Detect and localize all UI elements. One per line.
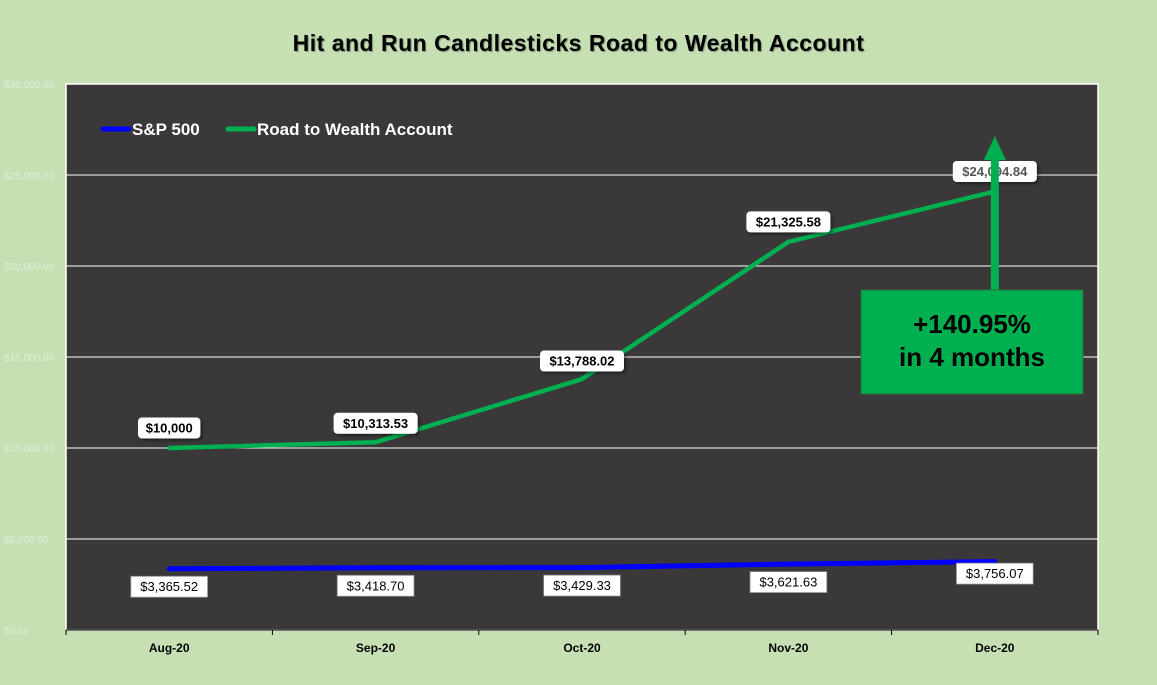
svg-text:$3,429.33: $3,429.33 [553,578,611,593]
y-tick-label: $30,000.00 [4,80,54,91]
svg-text:$13,788.02: $13,788.02 [549,354,614,369]
road-to-wealth-data-label: $10,000 [138,417,201,439]
legend-item-road-to-wealth: Road to Wealth Account [225,120,453,139]
x-tick-label: Aug-20 [149,641,190,655]
y-tick-label: $15,000.00 [4,353,54,364]
annotation-arrow [983,136,1006,293]
y-tick-label: $10,000.00 [4,444,54,455]
svg-text:$21,325.58: $21,325.58 [756,214,821,229]
sp500-data-label: $3,365.52 [130,575,209,598]
x-tick-label: Dec-20 [975,641,1015,655]
svg-text:$3,365.52: $3,365.52 [140,579,198,594]
x-tick-label: Nov-20 [768,641,808,655]
svg-text:$10,000: $10,000 [146,421,193,436]
road-to-wealth-data-label: $13,788.02 [540,350,624,372]
svg-text:Road to Wealth Account: Road to Wealth Account [257,120,453,139]
svg-text:S&P 500: S&P 500 [132,120,200,139]
legend-item-sp500: S&P 500 [100,120,200,139]
y-tick-label: $5,000.00 [4,535,49,546]
svg-text:$3,621.63: $3,621.63 [759,575,817,590]
y-tick-label: $25,000.00 [4,171,54,182]
chart-title: Hit and Run Candlesticks Road to Wealth … [292,30,865,56]
y-tick-label: $0.00 [4,626,29,637]
sp500-data-label: $3,756.07 [956,562,1034,585]
svg-text:$3,418.70: $3,418.70 [347,578,405,593]
road-to-wealth-data-label: $21,325.58 [746,211,831,233]
svg-text:$10,313.53: $10,313.53 [343,416,408,431]
annotation-line1: +140.95% [913,309,1031,339]
road-to-wealth-data-label: $10,313.53 [333,412,418,434]
sp500-data-label: $3,429.33 [543,574,621,597]
sp500-data-label: $3,621.63 [749,571,828,593]
sp500-data-label: $3,418.70 [336,574,415,597]
svg-text:$3,756.07: $3,756.07 [966,566,1024,581]
x-tick-label: Sep-20 [356,641,396,655]
annotation-box: +140.95%in 4 months [860,289,1084,395]
y-tick-label: $20,000.00 [4,262,54,273]
annotation-line2: in 4 months [899,342,1045,372]
x-tick-label: Oct-20 [563,641,601,655]
